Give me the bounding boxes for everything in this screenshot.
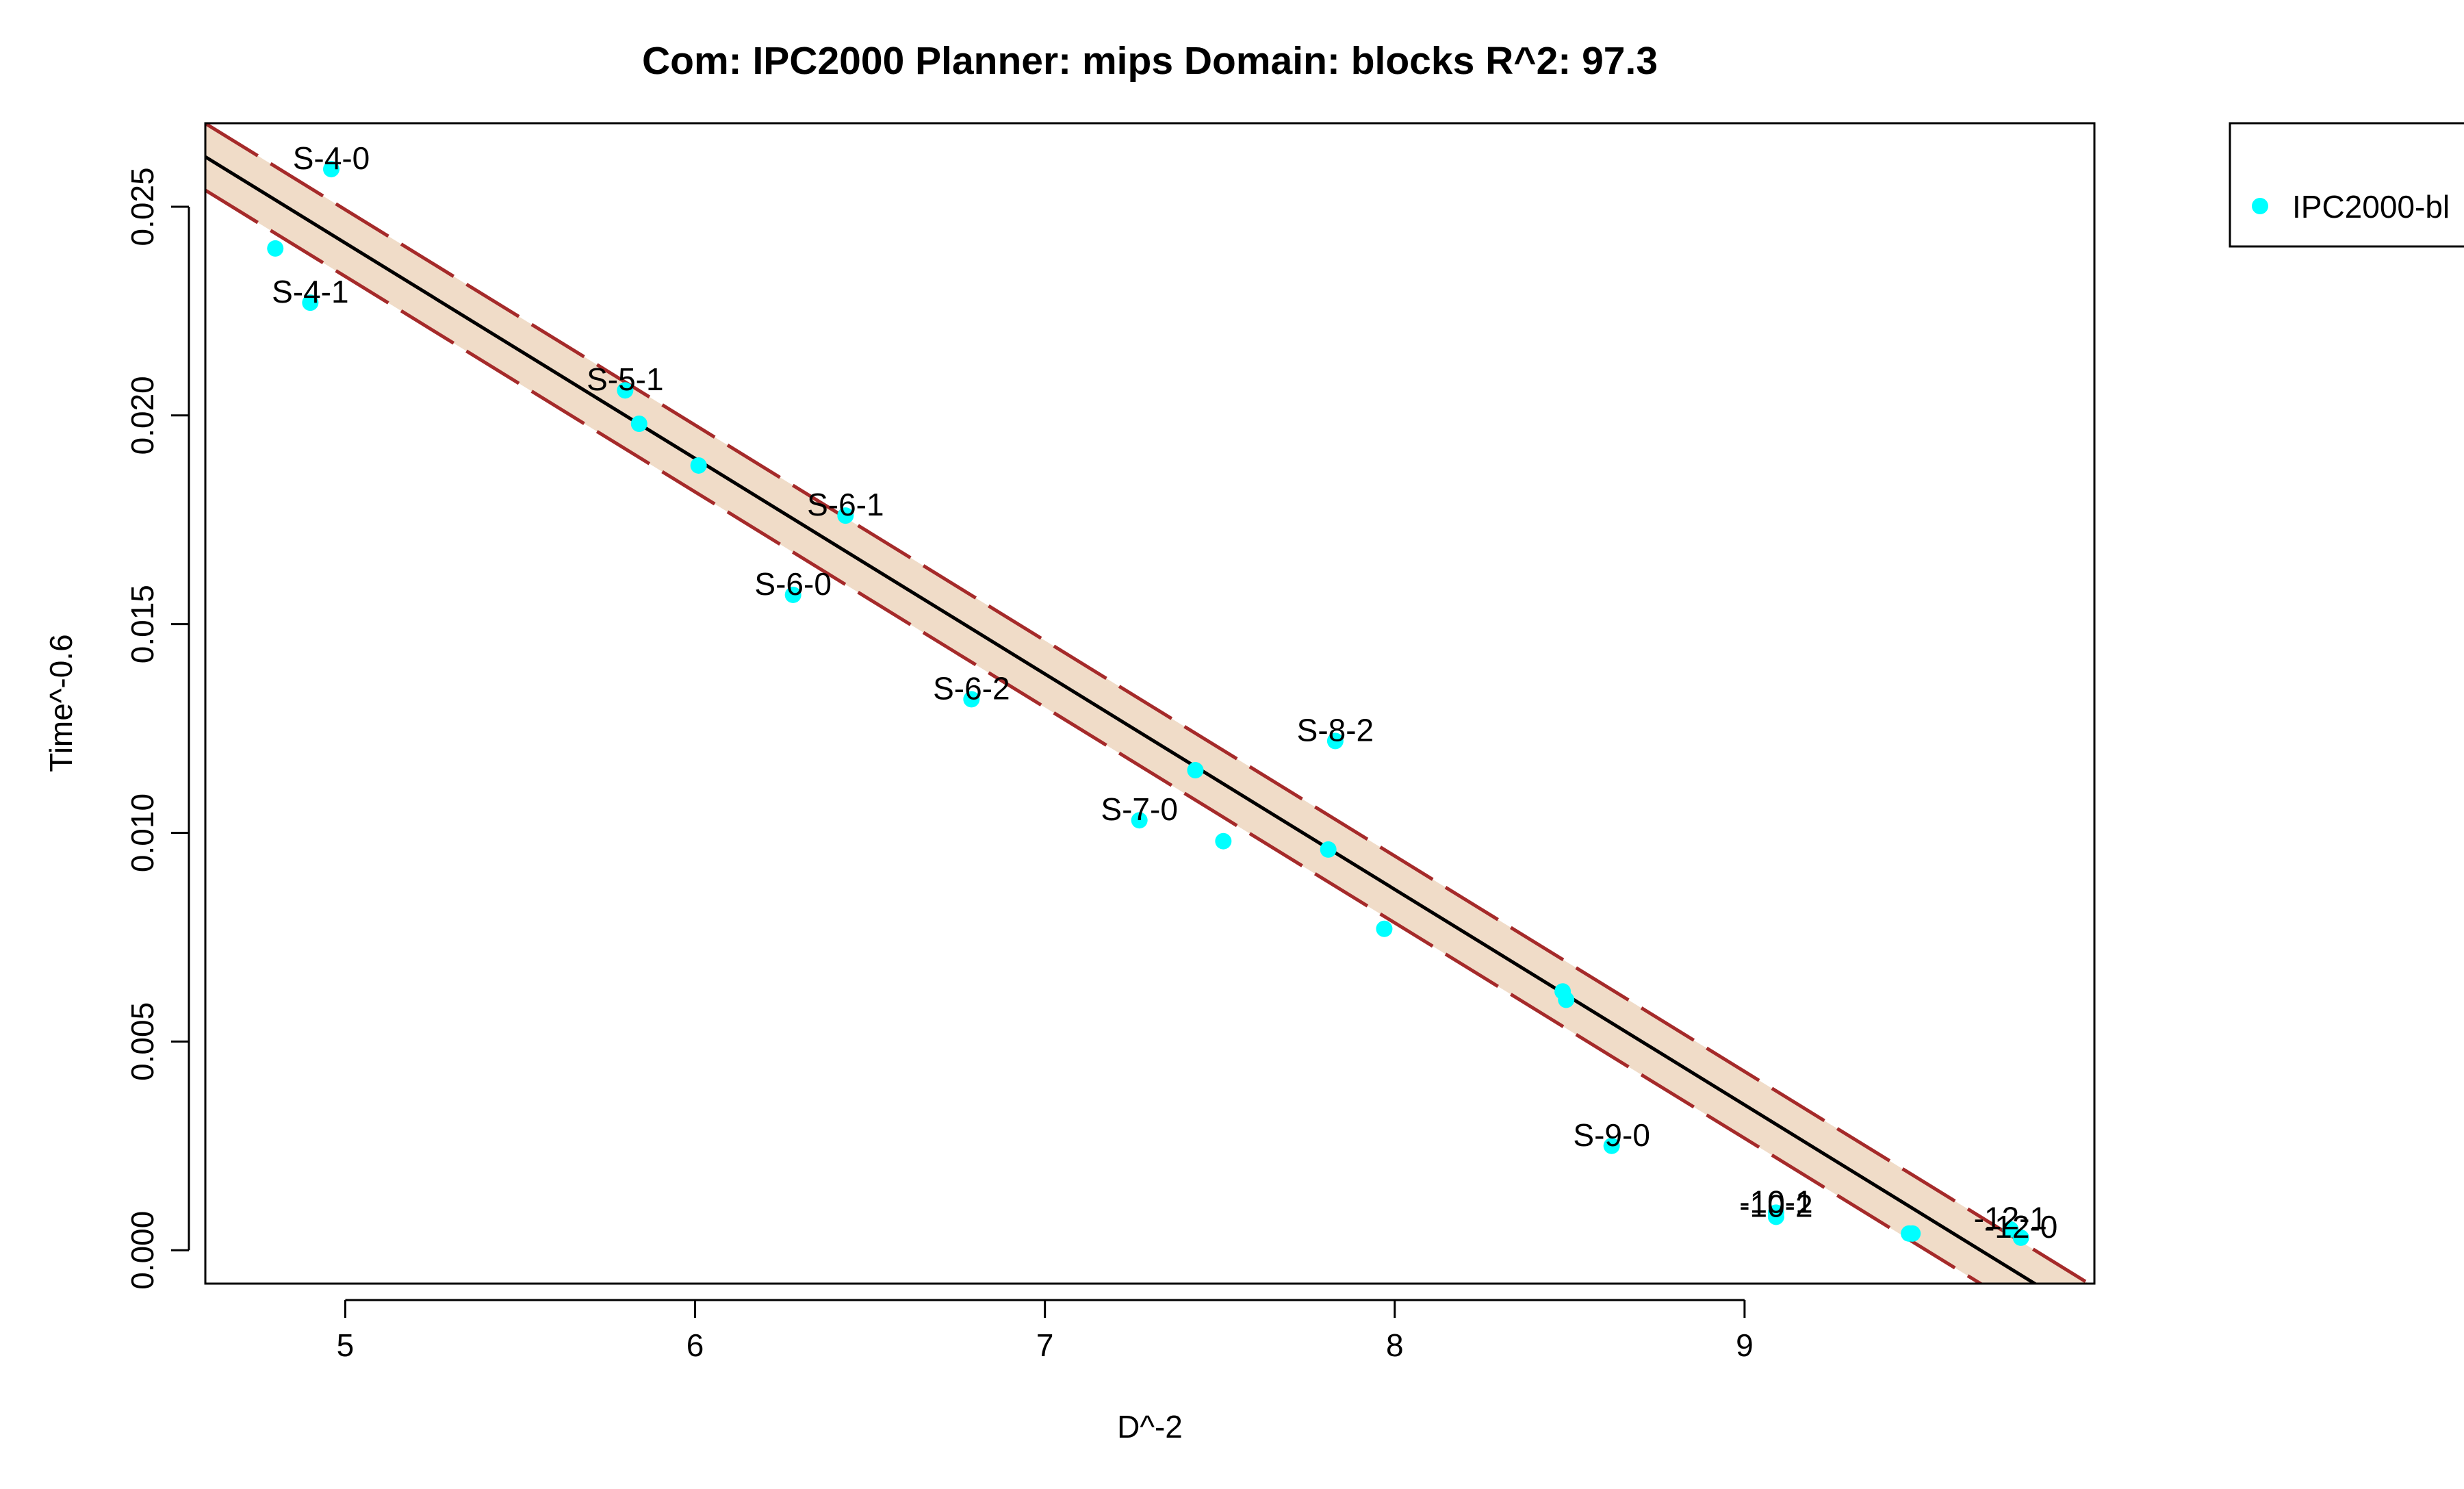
data-point — [1320, 841, 1337, 858]
data-point-label: S-9-0 — [1573, 1117, 1650, 1153]
data-point — [1326, 733, 1344, 750]
data-point — [302, 294, 319, 311]
data-point-label: S-6-2 — [933, 670, 1010, 706]
x-axis-label: D^-2 — [1117, 1409, 1183, 1445]
y-tick-label: 0.015 — [125, 585, 160, 663]
data-point — [630, 415, 647, 432]
x-tick-label: 7 — [1036, 1327, 1054, 1363]
data-point-label: S-4-0 — [293, 140, 370, 176]
data-point-label: -10-2 — [1739, 1188, 1812, 1223]
band-upper-edge — [205, 123, 2092, 1284]
data-point-label: S-5-1 — [587, 361, 663, 397]
data-point-label: S-8-2 — [1297, 712, 1374, 748]
data-points — [267, 161, 2029, 1246]
data-point — [1558, 991, 1575, 1008]
x-tick-label: 8 — [1386, 1327, 1404, 1363]
y-tick-label: 0.010 — [125, 793, 160, 872]
legend-marker — [2252, 198, 2268, 214]
point-labels: S-4-1 S-4-0 S-5-1 S-6-0 S-6-1 S-6-2 S-7-0 S-8-2… — [272, 140, 2057, 1245]
data-point — [690, 457, 707, 474]
data-point — [1215, 832, 1232, 850]
data-point — [323, 161, 339, 178]
band-lower-edge — [205, 188, 1984, 1284]
data-point — [267, 240, 284, 257]
data-point — [617, 382, 634, 399]
y-tick-label: 0.020 — [125, 376, 160, 455]
plot-area: S-4-1 S-4-0 S-5-1 S-6-0 S-6-1 S-6-2 S-7-0 S-8-2… — [205, 123, 2092, 1284]
x-tick-label: 5 — [337, 1327, 355, 1363]
data-point-label: -12-1 — [1974, 1201, 2047, 1236]
data-point-label: S-4-1 — [272, 274, 348, 309]
x-tick-label: 6 — [686, 1327, 704, 1363]
y-tick-label: 0.025 — [125, 167, 160, 246]
legend: IPC2000-bl — [2229, 122, 2464, 248]
data-point — [1603, 1137, 1620, 1154]
y-tick-label: 0.000 — [125, 1211, 160, 1290]
data-point-label: -10-1 — [1739, 1184, 1812, 1219]
legend-entry-label: IPC2000-bl — [2292, 189, 2450, 225]
regression-line — [205, 155, 2038, 1284]
y-tick-label: 0.005 — [125, 1002, 160, 1081]
data-point — [1767, 1208, 1784, 1225]
data-point-label: S-7-0 — [1101, 791, 1177, 827]
data-point-label: S-6-0 — [754, 566, 831, 602]
data-point — [1187, 762, 1204, 779]
data-point — [2012, 1229, 2029, 1246]
y-axis-label: Time^-0.6 — [43, 634, 79, 772]
legend-box — [2229, 122, 2464, 248]
data-point — [1131, 812, 1148, 829]
data-point — [963, 691, 980, 708]
chart-title: Com: IPC2000 Planner: mips Domain: block… — [642, 39, 1658, 83]
data-point — [837, 507, 854, 524]
data-point — [784, 586, 801, 603]
data-point-label: -12-0 — [1984, 1209, 2057, 1245]
plot-frame — [204, 122, 2096, 1285]
data-point-label: S-6-1 — [807, 487, 884, 522]
x-axis: 5 6 7 8 9 — [337, 1299, 1754, 1363]
y-axis: 0.000 0.005 0.010 0.015 0.020 0.025 — [125, 167, 190, 1290]
data-point — [1904, 1225, 1921, 1242]
x-tick-label: 9 — [1736, 1327, 1754, 1363]
data-point — [1376, 920, 1393, 937]
